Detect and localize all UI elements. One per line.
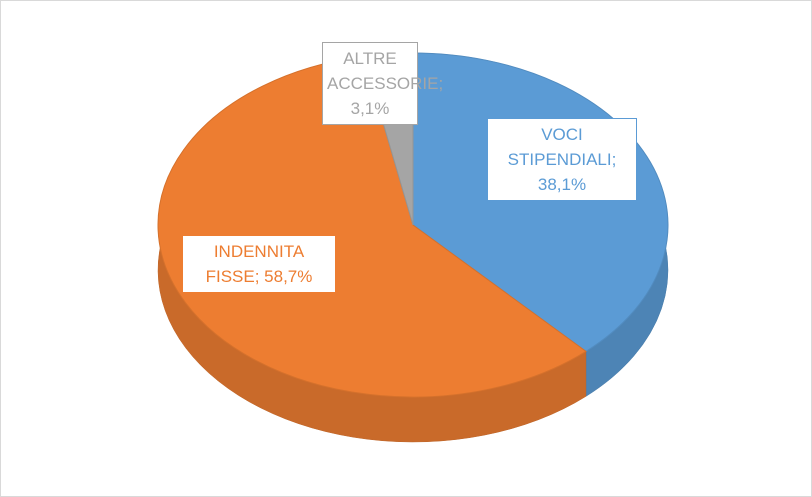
data-label: VOCI STIPENDIALI; 38,1% bbox=[487, 118, 637, 201]
data-label: ALTRE ACCESSORIE; 3,1% bbox=[322, 42, 443, 125]
slice bbox=[157, 55, 587, 398]
data-label: INDENNITA FISSE; 58,7% bbox=[182, 235, 336, 293]
